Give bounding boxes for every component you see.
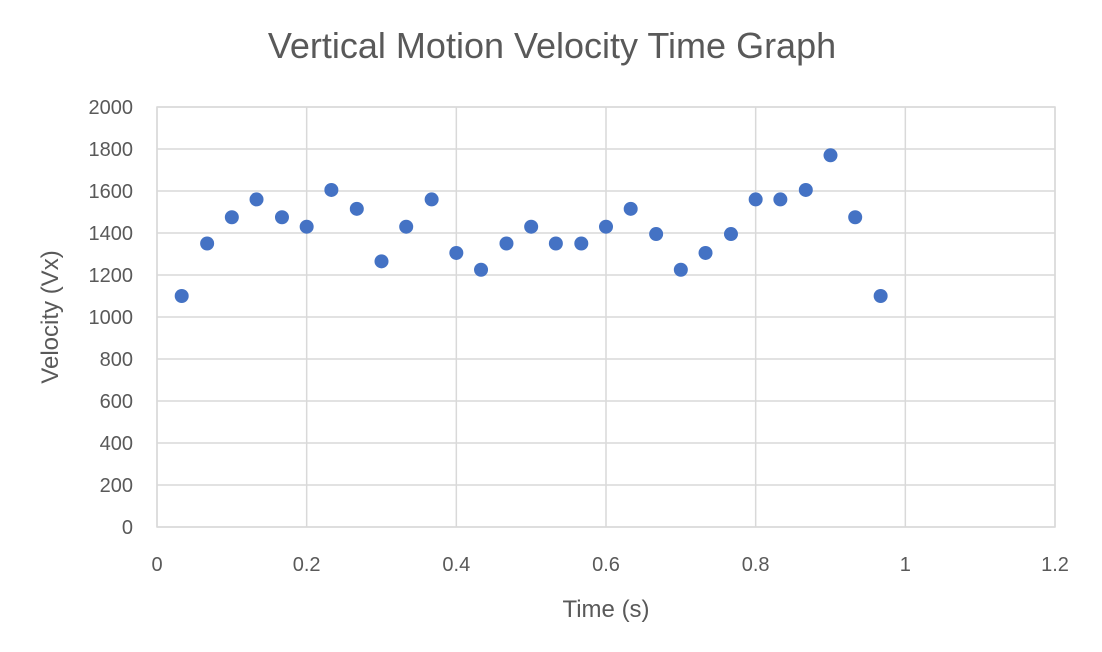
y-axis-label: Velocity (Vx) <box>37 250 64 383</box>
y-tick-label: 1400 <box>89 223 134 245</box>
x-tick-label: 0.6 <box>592 554 620 576</box>
data-point <box>399 219 414 234</box>
data-point <box>798 182 813 197</box>
data-point <box>599 219 613 234</box>
x-tick-label: 0.8 <box>742 554 770 576</box>
x-tick-label: 0.2 <box>293 554 321 576</box>
data-point <box>249 192 264 207</box>
data-point <box>873 289 888 303</box>
x-tick-label: 1.2 <box>1041 554 1069 576</box>
data-point <box>723 227 738 242</box>
data-point <box>449 245 464 260</box>
y-tick-label: 200 <box>100 475 133 497</box>
data-point <box>374 254 389 269</box>
y-tick-label: 1200 <box>89 265 134 287</box>
plot-area <box>156 106 1056 528</box>
data-point <box>349 201 364 216</box>
data-point <box>698 245 713 260</box>
data-point <box>848 210 863 225</box>
data-point <box>823 148 838 163</box>
y-tick-label: 800 <box>100 349 133 371</box>
y-tick-label: 400 <box>100 433 133 455</box>
y-tick-label: 600 <box>100 391 133 413</box>
chart-title: Vertical Motion Velocity Time Graph <box>268 25 836 66</box>
data-point <box>224 210 239 225</box>
data-point <box>524 219 539 234</box>
x-tick-label: 0 <box>151 554 162 576</box>
y-tick-label: 1800 <box>89 139 134 161</box>
x-tick-label: 0.4 <box>442 554 470 576</box>
data-points <box>174 148 888 303</box>
data-point <box>424 192 439 207</box>
data-point <box>499 236 514 251</box>
data-point <box>174 289 189 303</box>
gridlines <box>156 106 1056 528</box>
y-tick-label: 1000 <box>89 307 134 329</box>
data-point <box>299 219 314 234</box>
data-point <box>474 262 489 277</box>
x-tick-label: 1 <box>900 554 911 576</box>
y-axis-ticks: 0 200 400 600 800 1000 1200 1400 1600 1800 2000 <box>89 97 134 539</box>
data-point <box>324 182 339 197</box>
data-point <box>200 236 215 251</box>
x-axis-label: Time (s) <box>562 596 649 623</box>
x-axis-ticks: 0 0.2 0.4 0.6 0.8 1 1.2 <box>151 554 1068 576</box>
data-point <box>773 192 788 207</box>
y-tick-label: 1600 <box>89 181 134 203</box>
data-point <box>574 236 589 251</box>
data-point <box>548 236 563 251</box>
data-point <box>623 201 638 216</box>
data-point <box>649 227 664 242</box>
data-point <box>748 192 763 207</box>
data-point <box>673 262 688 277</box>
data-point <box>274 210 289 225</box>
y-tick-label: 0 <box>122 517 133 539</box>
y-tick-label: 2000 <box>89 97 134 119</box>
